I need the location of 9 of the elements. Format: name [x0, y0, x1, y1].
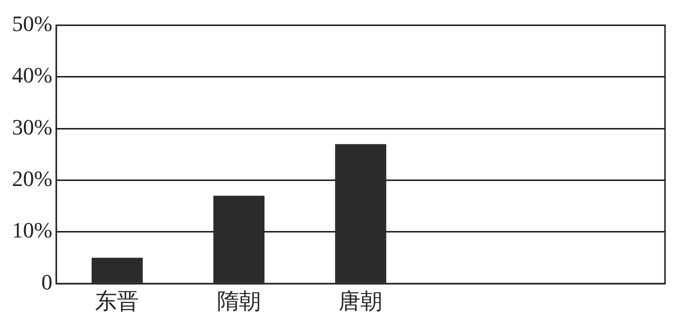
y-tick-label: 50% [12, 10, 52, 36]
y-tick-label: 20% [12, 166, 52, 192]
x-tick-label: 唐朝 [338, 288, 383, 314]
y-tick-label: 30% [12, 114, 52, 140]
y-tick-label: 10% [12, 218, 52, 243]
y-tick-label: 40% [12, 62, 52, 88]
y-tick-label: 0 [41, 269, 52, 294]
x-tick-label: 东晋 [95, 288, 140, 314]
x-tick-label: 隋朝 [216, 288, 261, 314]
